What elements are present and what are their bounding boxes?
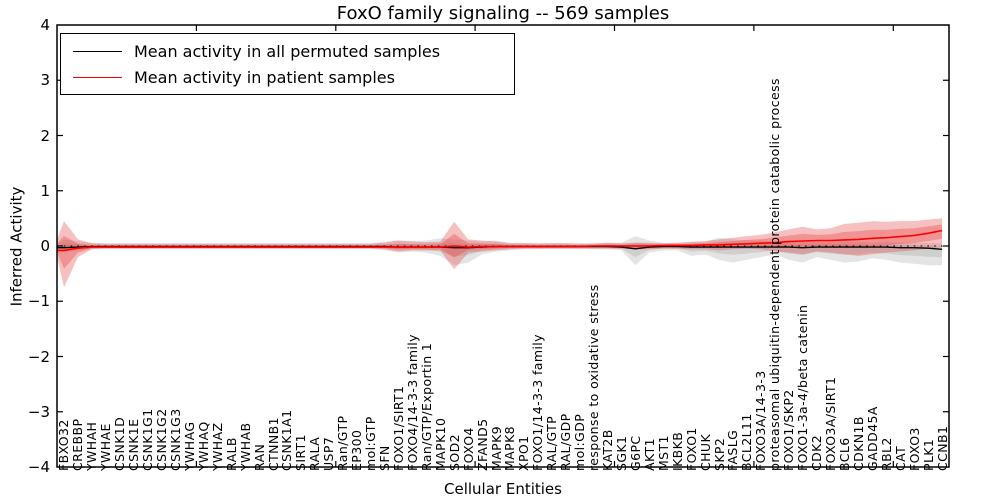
x-tick-label: FOXO4/14-3-3 family	[404, 334, 420, 471]
y-tick-label: 4	[40, 16, 50, 34]
x-tick-label: XPO1	[516, 435, 532, 472]
x-tick-label: RALA	[307, 436, 323, 471]
x-tick-label: MAPK8	[502, 425, 518, 471]
x-tick-label: YWHAH	[84, 421, 100, 471]
x-tick-label: USP7	[321, 436, 337, 471]
x-tick-label: PLK1	[920, 438, 936, 471]
x-tick-label: YWHAE	[98, 423, 114, 471]
x-tick-label: AKT1	[641, 438, 657, 471]
y-tick-label: 1	[40, 181, 50, 200]
x-axis-label: Cellular Entities	[444, 480, 562, 498]
x-tick-label: FOXO4	[460, 427, 476, 471]
x-tick-label: YWHAB	[237, 422, 253, 471]
x-tick-label: BCL2L11	[739, 413, 755, 471]
x-tick-label: KAT2B	[600, 429, 616, 471]
x-tick-label: Ran/GTP/Exportin 1	[418, 342, 434, 471]
x-tick-label: SOD2	[446, 434, 462, 471]
x-tick-label: CSNK1D	[112, 416, 128, 471]
x-tick-label: MAPK10	[432, 417, 448, 471]
x-tick-label: FOXO3A/14-3-3	[753, 370, 769, 471]
chart-title: FoxO family signaling -- 569 samples	[336, 3, 670, 24]
x-tick-label: Ran/GTP	[335, 415, 351, 471]
x-tick-label: FOXO1	[683, 427, 699, 471]
y-tick-label: 0	[40, 237, 50, 255]
patient-range-band-outer	[57, 218, 942, 288]
y-tick-label: −3	[27, 402, 50, 421]
x-tick-label: FOXO3	[906, 427, 922, 471]
x-tick-label: RAL/GTP	[544, 415, 560, 471]
x-tick-label: FBXO32	[56, 419, 72, 471]
x-tick-label: FOXO1-3a-4/beta catenin	[795, 304, 811, 471]
x-tick-label: IKBKB	[669, 431, 685, 471]
legend-label: Mean activity in all permuted samples	[134, 41, 441, 61]
y-tick-label: −4	[27, 458, 50, 476]
x-tick-label: CCNB1	[934, 425, 950, 471]
legend-label: Mean activity in patient samples	[134, 67, 395, 87]
patient-mean-line	[57, 229, 943, 252]
x-tick-label: RALB	[223, 437, 239, 471]
x-tick-label: MST1	[655, 435, 671, 471]
x-tick-label: RAL/GDP	[558, 413, 574, 471]
x-tick-label: FASLG	[725, 429, 741, 471]
x-tick-label: CSNK1A1	[279, 409, 295, 471]
x-tick-label: EP300	[349, 429, 365, 471]
x-tick-label: GADD45A	[864, 406, 880, 471]
x-tick-label: SKP2	[711, 437, 727, 471]
x-tick-label: response to oxidative stress	[586, 284, 602, 471]
x-tick-label: YWHAG	[181, 421, 197, 471]
x-tick-label: mol:GDP	[572, 413, 588, 471]
x-tick-label: YWHAZ	[209, 422, 225, 471]
x-tick-label: CSNK1G1	[140, 408, 156, 471]
x-tick-label: mol:GTP	[363, 416, 379, 471]
x-tick-label: FOXO3A/SIRT1	[823, 376, 839, 471]
y-tick-label: −1	[27, 292, 50, 311]
x-tick-label: MAPK9	[488, 425, 504, 471]
x-tick-label: RAN	[251, 443, 267, 471]
x-tick-label: FOXO1/SIRT1	[390, 385, 406, 471]
x-tick-label: proteasomal ubiquitin-dependent protein …	[767, 78, 783, 471]
x-tick-label: CSNK1E	[126, 418, 142, 471]
legend-item: Mean activity in all permuted samples	[61, 38, 514, 64]
y-tick-label: 2	[40, 126, 50, 145]
legend-line-sample-black	[73, 50, 122, 52]
x-tick-label: YWHAQ	[195, 421, 211, 471]
y-tick-label: −2	[27, 347, 50, 366]
x-tick-label: SFN	[377, 445, 393, 471]
x-tick-label: CHUK	[697, 433, 713, 471]
x-tick-label: FOXO1/14-3-3 family	[530, 334, 546, 471]
legend-item: Mean activity in patient samples	[61, 64, 514, 90]
x-tick-label: CDKN1B	[850, 416, 866, 471]
x-tick-label: CSNK1G2	[154, 408, 170, 471]
x-tick-label: CTNNB1	[265, 417, 281, 471]
x-tick-label: CREBBP	[70, 418, 86, 471]
legend: Mean activity in all permuted samples Mea…	[60, 33, 515, 95]
x-tick-label: CAT	[892, 445, 908, 471]
permuted-range-band-outer	[57, 236, 942, 266]
x-tick-label: SIRT1	[293, 434, 309, 471]
x-tick-label: BCL6	[836, 437, 852, 471]
y-tick-label: 3	[40, 71, 50, 90]
legend-line-sample-red	[73, 76, 122, 78]
x-tick-label: ZFAND5	[474, 418, 490, 472]
x-tick-label: G6PC	[627, 435, 643, 471]
x-tick-label: CDK2	[809, 434, 825, 471]
x-tick-label: SGK1	[613, 435, 629, 471]
x-tick-label: RBL2	[878, 437, 894, 471]
x-tick-label: FOXO1/SKP2	[781, 389, 797, 471]
x-tick-label: CSNK1G3	[167, 408, 183, 471]
